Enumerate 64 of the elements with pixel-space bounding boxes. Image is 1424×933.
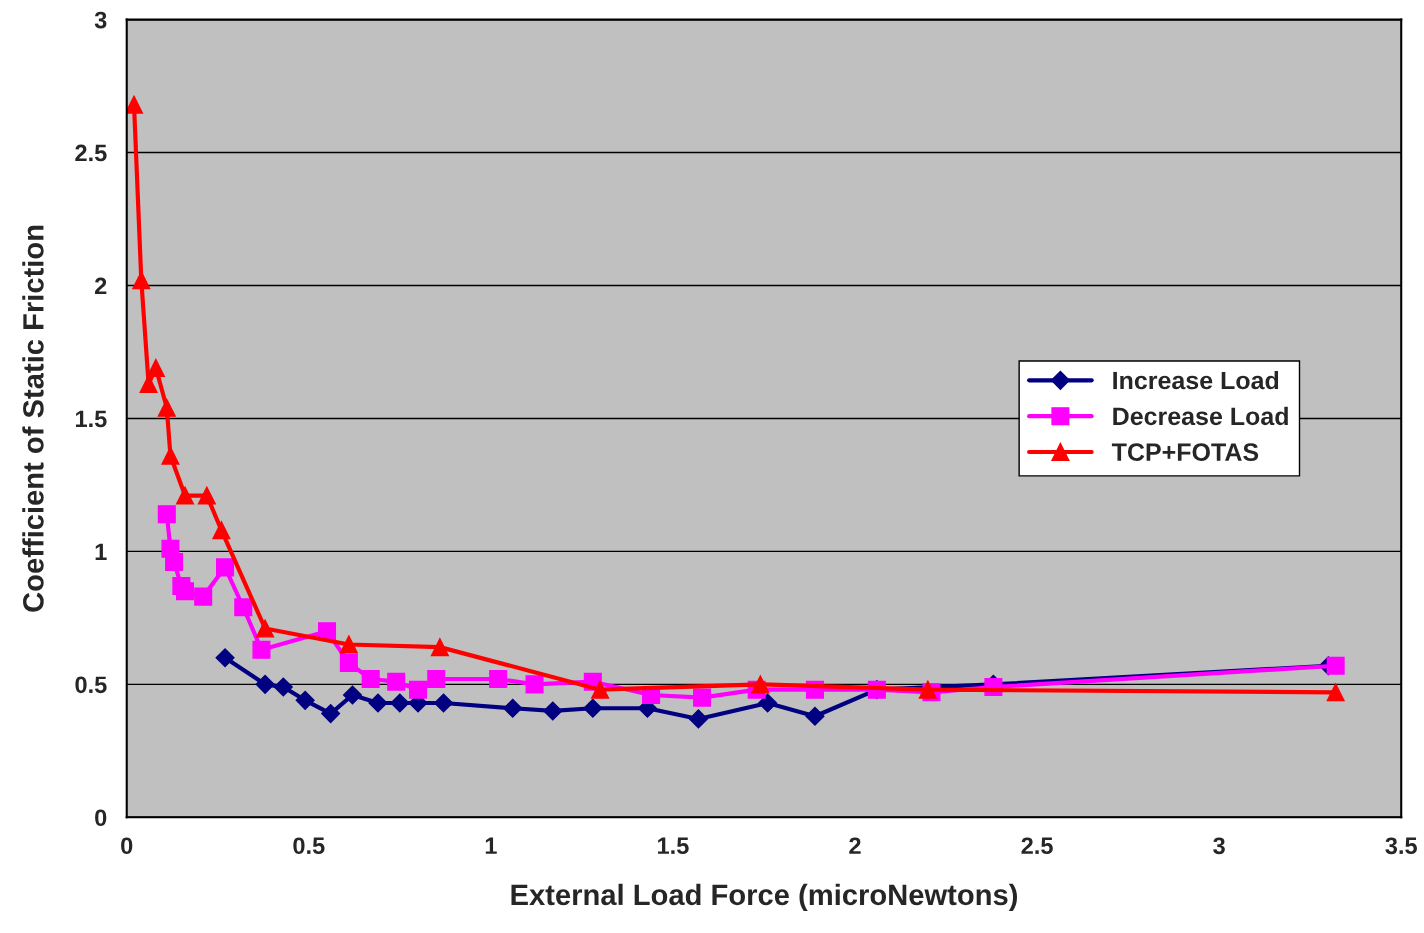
point	[197, 486, 216, 505]
legend-label: Decrease Load	[1113, 406, 1288, 426]
point	[751, 675, 770, 694]
legend-label: Increase Load	[1113, 370, 1279, 390]
x-tick-label: 1	[485, 837, 497, 854]
point	[161, 446, 180, 465]
y-tick-label: 3	[94, 11, 107, 29]
point	[321, 704, 341, 724]
point	[409, 680, 428, 699]
y-axis-title: Coefficient of Static Friction	[22, 225, 44, 612]
point	[295, 690, 315, 710]
point	[126, 95, 144, 114]
point	[339, 654, 358, 673]
point	[157, 398, 176, 417]
point	[543, 701, 563, 721]
x-tick-label: 2	[849, 837, 861, 854]
point	[427, 670, 446, 689]
point	[1326, 656, 1345, 675]
point	[805, 706, 825, 726]
point	[591, 680, 610, 699]
point	[583, 698, 603, 718]
y-tick-label: 0.5	[75, 676, 107, 694]
x-tick-label: 2.5	[1021, 837, 1053, 855]
point	[489, 670, 508, 689]
point	[430, 638, 449, 657]
y-tick-label: 2	[94, 277, 107, 295]
point	[157, 505, 176, 524]
y-tick-label: 2.5	[75, 144, 107, 162]
point	[175, 486, 195, 505]
point	[175, 582, 195, 601]
x-tick-label: 0	[121, 837, 133, 855]
point	[693, 688, 712, 707]
point	[387, 672, 406, 691]
point	[234, 598, 253, 617]
point	[342, 685, 363, 705]
point	[525, 675, 544, 694]
point	[216, 558, 235, 577]
y-tick-label: 0	[95, 809, 107, 827]
x-tick-label: 3.5	[1385, 837, 1417, 855]
point	[688, 709, 708, 729]
point	[194, 587, 213, 606]
point	[390, 693, 410, 713]
x-axis-title: External Load Force (microNewtons)	[511, 883, 1017, 911]
point	[918, 680, 937, 699]
point	[503, 698, 523, 718]
point	[758, 693, 778, 713]
point	[368, 693, 388, 713]
x-tick-label: 1.5	[658, 837, 689, 855]
point	[255, 674, 275, 694]
point	[215, 648, 235, 668]
point	[212, 521, 231, 540]
point	[434, 693, 454, 713]
point	[252, 640, 271, 659]
point	[339, 635, 358, 654]
point	[361, 670, 380, 689]
x-tick-label: 3	[1213, 837, 1225, 855]
x-tick-label: 0.5	[293, 837, 325, 855]
point	[273, 677, 293, 697]
point	[256, 619, 275, 638]
point	[1326, 683, 1345, 702]
y-tick-label: 1.5	[75, 410, 107, 428]
point	[165, 553, 184, 572]
legend-label: TCP+FOTAS	[1111, 443, 1259, 461]
y-tick-label: 1	[95, 543, 107, 560]
